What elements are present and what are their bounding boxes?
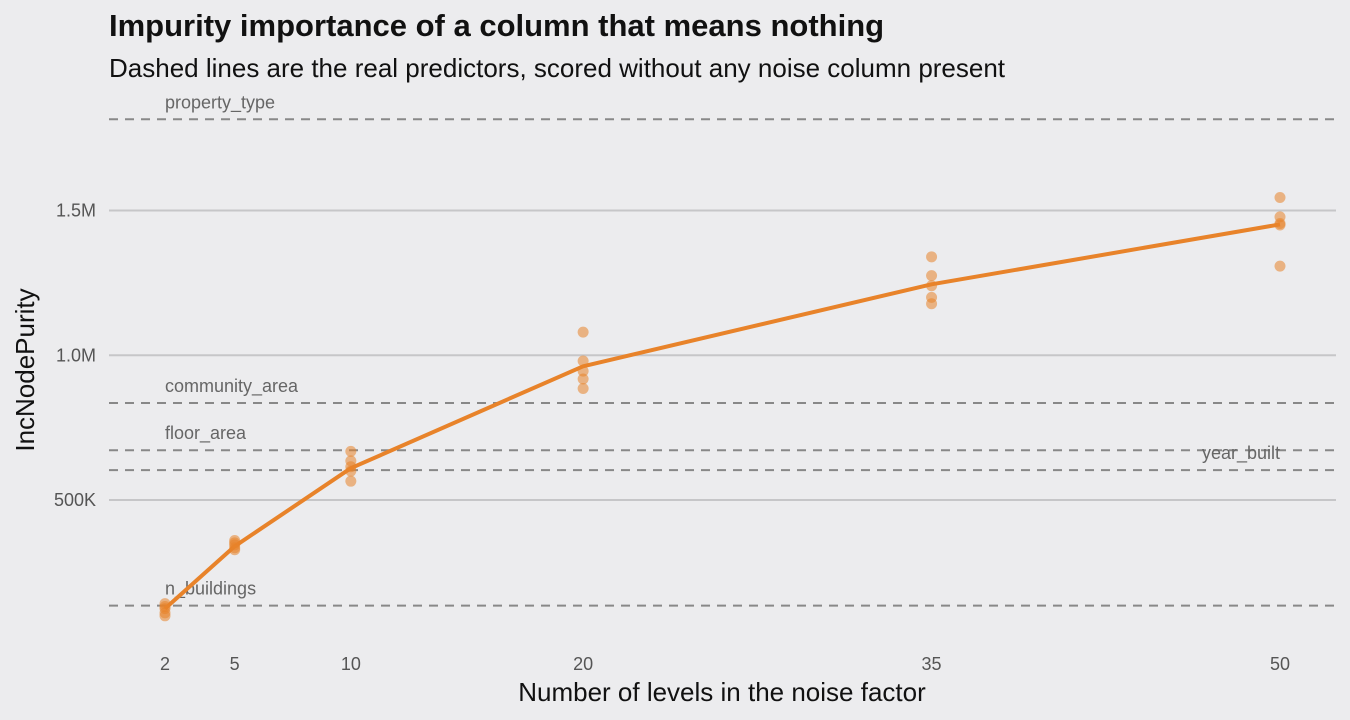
x-tick-label: 10 — [341, 654, 361, 674]
data-point — [926, 270, 938, 282]
data-point — [577, 383, 589, 395]
x-axis-title: Number of levels in the noise factor — [518, 677, 926, 707]
data-point — [345, 465, 357, 477]
data-point — [577, 373, 589, 385]
x-tick-labels: 2 5 10 20 35 50 — [160, 654, 1290, 674]
trend-line — [163, 222, 1281, 611]
data-point — [1274, 219, 1286, 231]
chart-title: Impurity importance of a column that mea… — [109, 8, 885, 43]
reference-line-label: community_area — [165, 376, 299, 397]
data-point — [345, 475, 357, 487]
points-layer — [159, 191, 1286, 622]
x-tick-label: 50 — [1270, 654, 1290, 674]
trend-line-layer — [163, 222, 1281, 611]
data-point — [159, 610, 171, 622]
grid-layer — [109, 209, 1336, 501]
data-point — [1274, 191, 1286, 203]
data-point — [229, 537, 241, 549]
data-point — [577, 355, 589, 367]
data-point — [345, 445, 357, 457]
x-tick-label: 20 — [573, 654, 593, 674]
reference-line-label: floor_area — [165, 423, 247, 444]
reference-lines: property_type community_area floor_areayea… — [109, 92, 1336, 607]
reference-line-label: year_built — [1202, 443, 1280, 464]
y-tick-labels: 500K 1.0M 1.5M — [54, 201, 96, 511]
x-tick-label: 2 — [160, 654, 170, 674]
y-tick-label: 500K — [54, 490, 96, 510]
data-point — [926, 251, 938, 263]
x-tick-label: 5 — [230, 654, 240, 674]
reference-line-label: property_type — [165, 92, 275, 113]
y-tick-label: 1.0M — [56, 345, 96, 365]
data-point — [926, 298, 938, 310]
chart-subtitle: Dashed lines are the real predictors, sc… — [109, 53, 1006, 83]
data-point — [577, 365, 589, 377]
x-tick-label: 35 — [922, 654, 942, 674]
data-point — [926, 280, 938, 292]
reference-line-label: n_buildings — [165, 579, 256, 600]
y-axis-title: IncNodePurity — [10, 288, 40, 451]
data-point — [159, 601, 171, 613]
data-point — [1274, 260, 1286, 272]
y-tick-label: 1.5M — [56, 201, 96, 221]
data-point — [577, 326, 589, 338]
